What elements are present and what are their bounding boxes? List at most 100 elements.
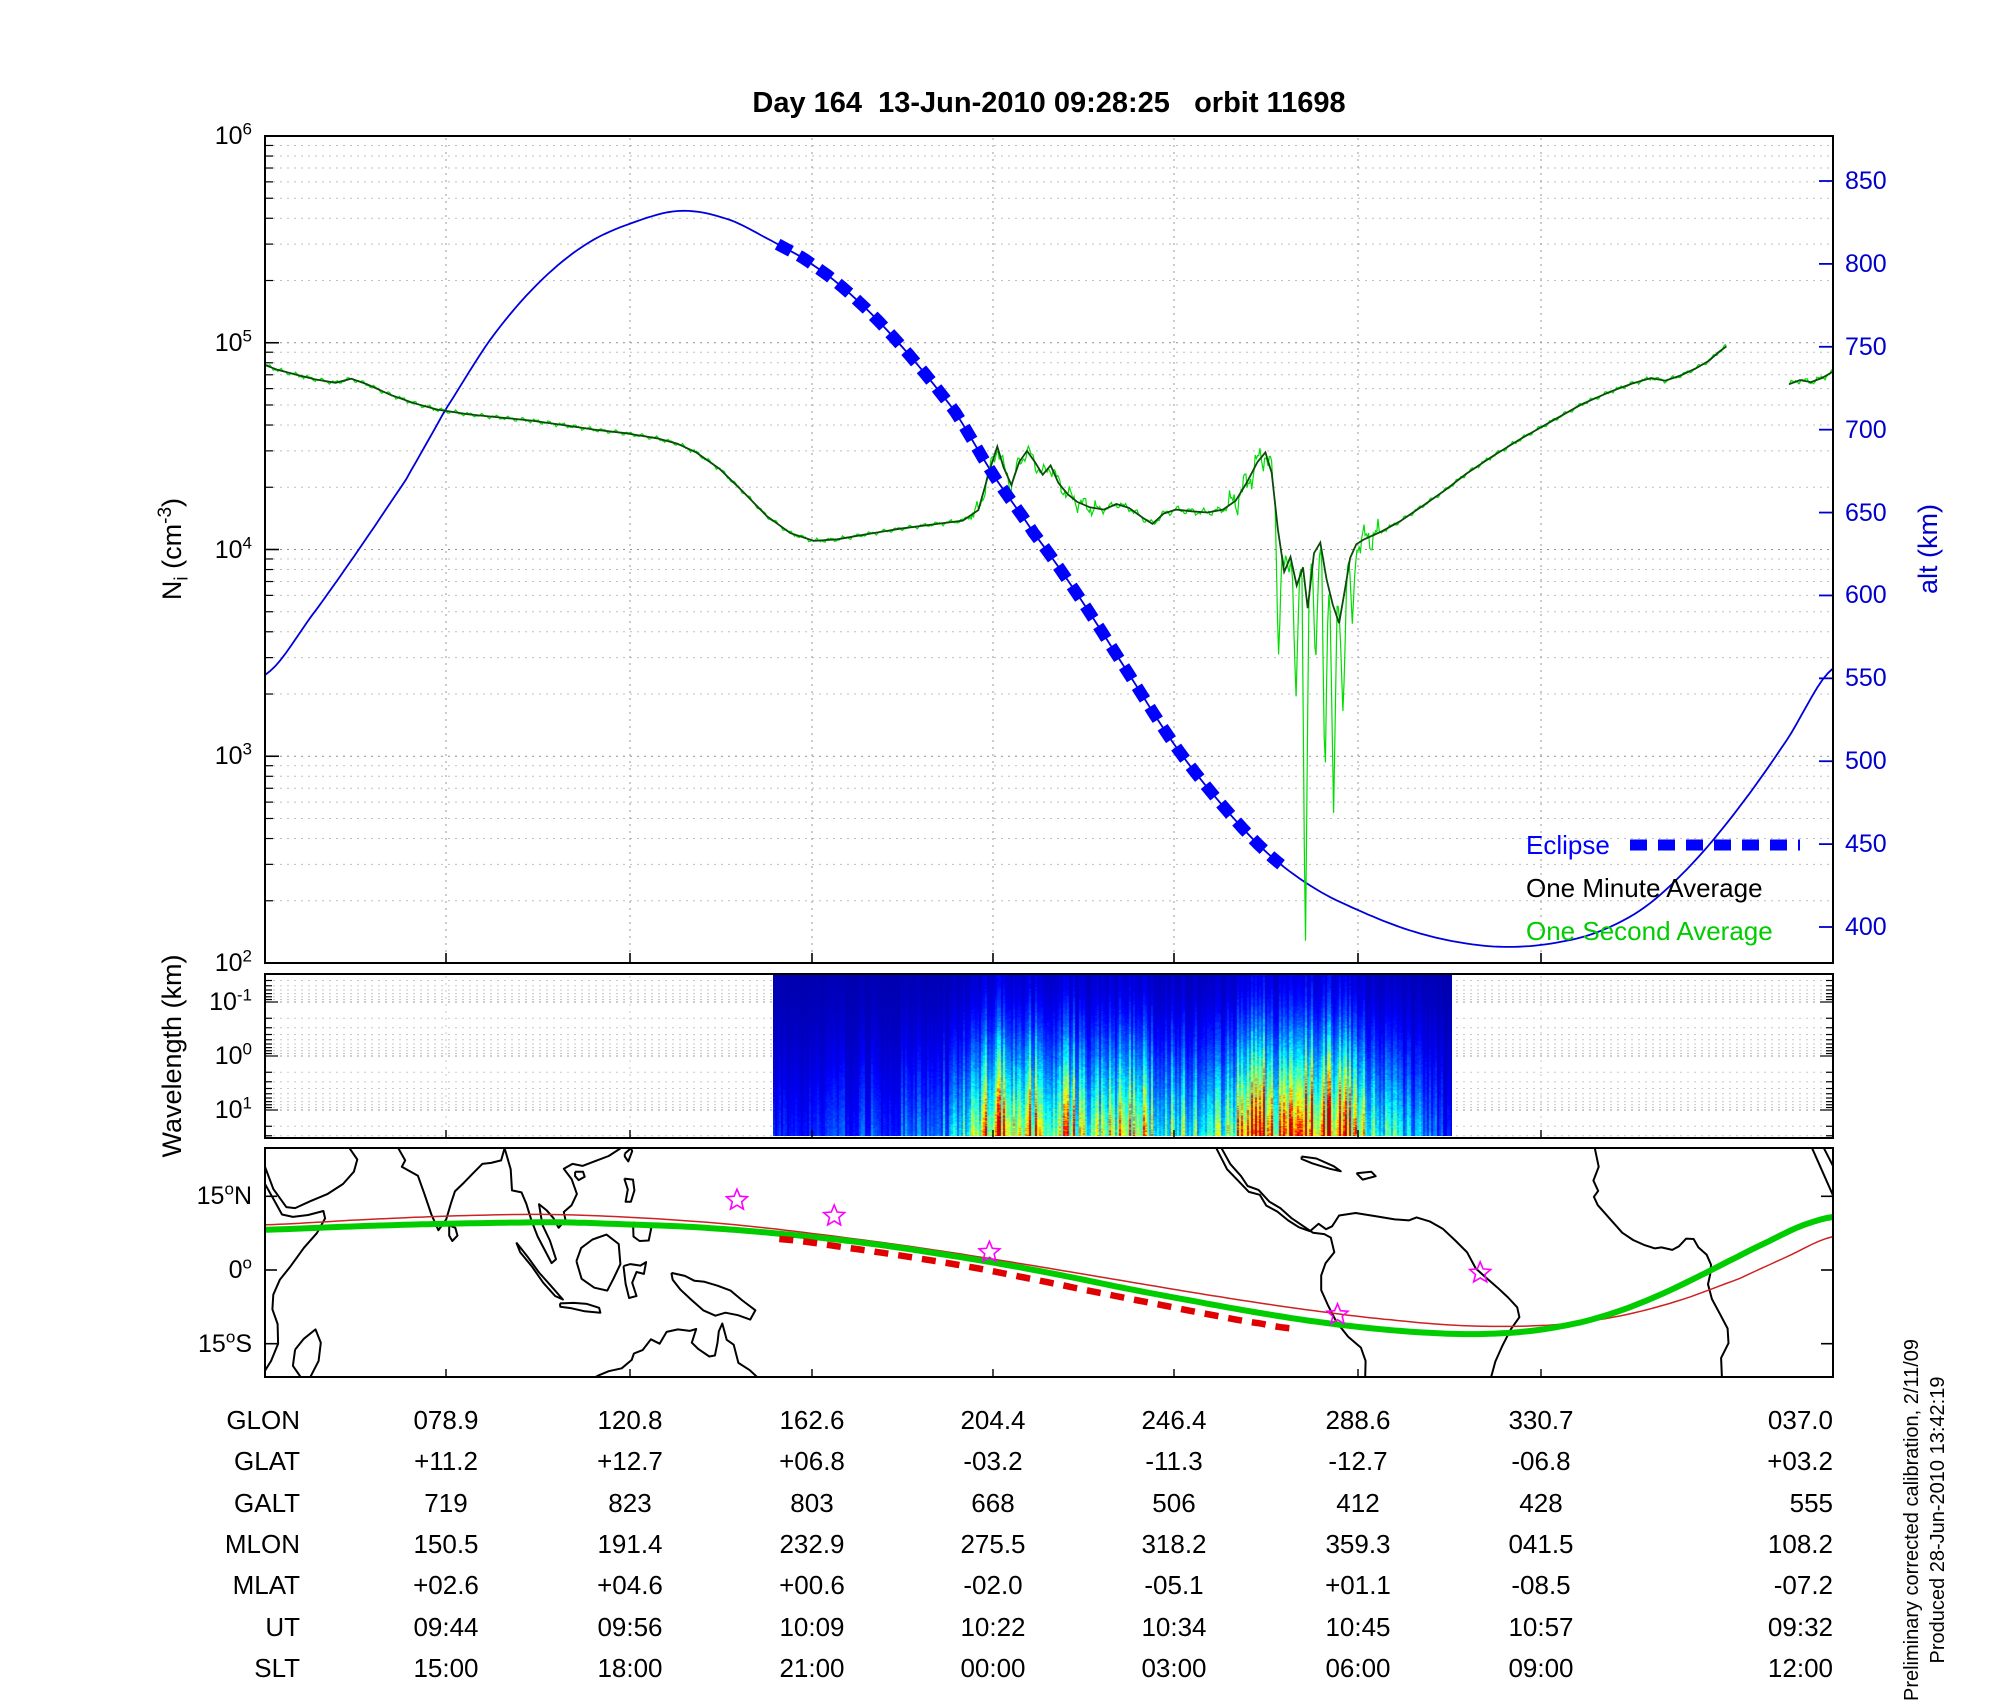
table-row-label: GLAT xyxy=(234,1446,300,1476)
table-cell: 412 xyxy=(1336,1488,1380,1518)
legend-one-minute-label: One Minute Average xyxy=(1526,873,1763,903)
table-cell: 10:34 xyxy=(1141,1612,1207,1642)
table-cell: 09:00 xyxy=(1508,1653,1574,1683)
eclipse-star-marker xyxy=(724,1187,750,1211)
table-cell: +06.8 xyxy=(779,1446,845,1476)
table-cell: 00:00 xyxy=(960,1653,1026,1683)
alt-axis-tick-label: 850 xyxy=(1845,167,1887,195)
eclipse-star-marker xyxy=(1325,1301,1351,1326)
table-cell: -08.5 xyxy=(1511,1570,1571,1600)
table-cell: 359.3 xyxy=(1325,1529,1391,1559)
table-cell: +03.2 xyxy=(1767,1446,1833,1476)
ylabel-exp: -3 xyxy=(155,506,176,524)
table-row-label: SLT xyxy=(254,1653,300,1683)
table-cell: +04.6 xyxy=(597,1570,663,1600)
table-cell: -03.2 xyxy=(963,1446,1023,1476)
legend-eclipse-label: Eclipse xyxy=(1526,830,1610,860)
table-cell: 120.8 xyxy=(597,1405,663,1435)
table-cell: +00.6 xyxy=(779,1570,845,1600)
table-cell: 150.5 xyxy=(413,1529,479,1559)
ylabel-close: ) xyxy=(157,497,187,507)
spectrogram-image xyxy=(773,975,1452,1136)
eclipse-star-marker xyxy=(821,1202,847,1227)
table-cell: 09:44 xyxy=(413,1612,479,1642)
table-cell: 10:57 xyxy=(1508,1612,1574,1642)
alt-axis-tick-label: 600 xyxy=(1845,581,1887,610)
table-cell: -02.0 xyxy=(963,1570,1023,1600)
table-cell: +12.7 xyxy=(597,1446,663,1476)
table-cell: 823 xyxy=(608,1488,652,1518)
map-lat-tick-label: 0o xyxy=(228,1253,252,1284)
table-cell: -12.7 xyxy=(1328,1446,1388,1476)
table-cell: +02.6 xyxy=(413,1570,479,1600)
table-cell: 15:00 xyxy=(413,1653,479,1683)
table-cell: 10:45 xyxy=(1325,1612,1391,1642)
ni-axis-tick-label: 105 xyxy=(214,326,252,357)
alt-axis-tick-label: 700 xyxy=(1845,415,1887,444)
alt-axis-tick-label: 450 xyxy=(1845,830,1887,859)
alt-axis-tick-label: 800 xyxy=(1845,249,1887,278)
table-cell: 555 xyxy=(1789,1488,1833,1518)
table-cell: 719 xyxy=(424,1488,468,1518)
table-cell: -06.8 xyxy=(1511,1446,1571,1476)
table-cell: 108.2 xyxy=(1767,1529,1833,1559)
table-cell: 041.5 xyxy=(1508,1529,1574,1559)
table-cell: 162.6 xyxy=(779,1405,845,1435)
map-lat-tick-label: 15oN xyxy=(196,1179,252,1211)
ni-axis-tick-label: 103 xyxy=(214,739,252,771)
wavelength-tick-label: 101 xyxy=(214,1093,252,1124)
table-row-label: MLON xyxy=(224,1529,300,1559)
table-row-label: UT xyxy=(265,1612,300,1642)
table-cell: 09:32 xyxy=(1767,1612,1833,1642)
legend-one-second-label: One Second Average xyxy=(1526,916,1773,946)
eclipse-star-marker xyxy=(1467,1259,1493,1284)
table-cell: 288.6 xyxy=(1325,1405,1391,1435)
table-cell: 21:00 xyxy=(779,1653,845,1683)
table-cell: 428 xyxy=(1519,1488,1563,1518)
table-cell: 275.5 xyxy=(960,1529,1026,1559)
table-cell: 09:56 xyxy=(597,1612,663,1642)
table-cell: 506 xyxy=(1152,1488,1196,1518)
table-cell: 191.4 xyxy=(597,1529,663,1559)
table-cell: 668 xyxy=(971,1488,1015,1518)
ni-axis-tick-label: 106 xyxy=(214,119,252,150)
table-cell: 06:00 xyxy=(1325,1653,1391,1683)
table-cell: 12:00 xyxy=(1767,1653,1833,1683)
table-cell: -05.1 xyxy=(1144,1570,1204,1600)
table-cell: -07.2 xyxy=(1773,1570,1833,1600)
alt-axis-tick-label: 400 xyxy=(1845,913,1887,941)
table-cell: 318.2 xyxy=(1141,1529,1207,1559)
table-cell: 232.9 xyxy=(779,1529,845,1559)
table-cell: 803 xyxy=(790,1488,834,1518)
table-cell: 246.4 xyxy=(1141,1405,1207,1435)
alt-axis-tick-label: 500 xyxy=(1845,747,1887,776)
table-cell: 03:00 xyxy=(1141,1653,1207,1683)
table-cell: 10:22 xyxy=(960,1612,1026,1642)
ni-axis-tick-label: 102 xyxy=(214,946,252,977)
ylabel-main: N xyxy=(157,580,187,601)
plot-title: Day 164 13-Jun-2010 09:28:25 orbit 11698 xyxy=(752,87,1346,119)
eclipse-star-marker xyxy=(977,1239,1002,1263)
table-cell: 10:09 xyxy=(779,1612,845,1642)
table-cell: 037.0 xyxy=(1767,1405,1833,1435)
table-row-label: MLAT xyxy=(232,1570,300,1600)
alt-axis-tick-label: 650 xyxy=(1845,498,1887,527)
ni-axis-tick-label: 104 xyxy=(214,533,252,564)
alt-axis-tick-label: 750 xyxy=(1845,332,1887,361)
map-lat-tick-label: 15oS xyxy=(198,1327,252,1358)
ylabel-sub: i xyxy=(171,576,193,581)
table-cell: 078.9 xyxy=(413,1405,479,1435)
table-row-label: GLON xyxy=(226,1405,300,1435)
table-row-label: GALT xyxy=(234,1488,300,1518)
table-cell: 204.4 xyxy=(960,1405,1026,1435)
table-cell: +11.2 xyxy=(414,1446,478,1476)
produced-note: Produced 28-Jun-2010 13:42:19 xyxy=(1927,1376,1949,1664)
table-cell: +01.1 xyxy=(1325,1570,1391,1600)
table-cell: 330.7 xyxy=(1508,1405,1574,1435)
table-cell: 18:00 xyxy=(597,1653,663,1683)
wavelength-tick-label: 10-1 xyxy=(209,985,252,1016)
alt-axis-tick-label: 550 xyxy=(1845,664,1887,693)
